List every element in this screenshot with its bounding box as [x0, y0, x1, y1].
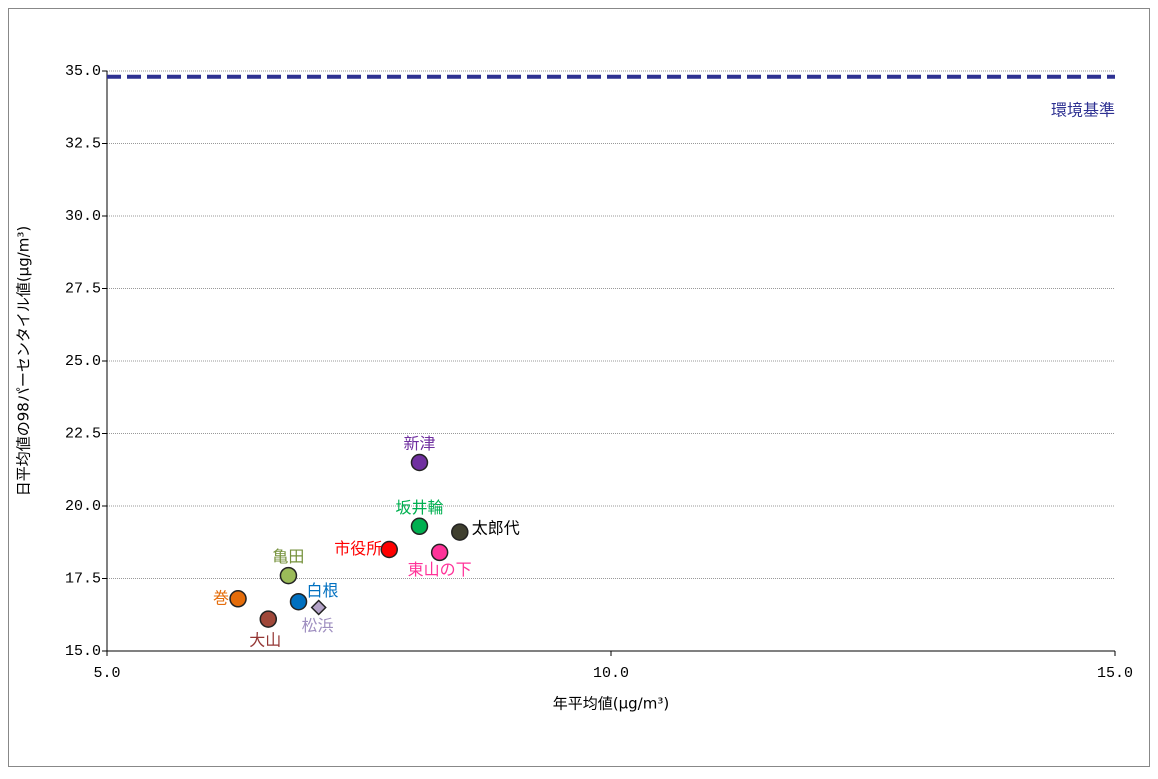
point-label: 白根: [307, 581, 339, 600]
x-tick-label: 15.0: [1097, 665, 1133, 682]
y-tick-label: 17.5: [65, 570, 101, 587]
point: [430, 543, 449, 562]
chart-frame: [8, 8, 1150, 767]
y-axis-label: 日平均値の98パーセンタイル値(μg/m³): [15, 226, 33, 497]
point: [310, 599, 327, 616]
point: [380, 540, 398, 559]
point: [279, 566, 298, 585]
point-label: 亀田: [272, 547, 304, 566]
point: [259, 610, 278, 628]
y-tick-label: 32.5: [65, 135, 101, 152]
point-label: 大山: [249, 631, 281, 650]
point: [410, 453, 429, 472]
y-tick-label: 27.5: [65, 280, 101, 297]
point-label: 市役所: [334, 539, 382, 558]
y-tick-label: 25.0: [65, 353, 101, 370]
y-tick-label: 35.0: [65, 63, 101, 80]
point: [451, 523, 469, 541]
y-tick-label: 22.5: [65, 425, 101, 442]
point: [229, 590, 247, 608]
y-tick-label: 20.0: [65, 498, 101, 515]
point-label: 坂井輪: [395, 498, 443, 517]
y-tick-label: 30.0: [65, 208, 101, 225]
point-label: 松浜: [302, 616, 334, 635]
point-label: 東山の下: [408, 560, 472, 579]
y-tick-label: 15.0: [65, 643, 101, 660]
x-axis-label: 年平均値(μg/m³): [553, 695, 669, 713]
point-label: 太郎代: [472, 519, 520, 538]
point: [410, 517, 429, 536]
x-tick-label: 5.0: [93, 665, 120, 682]
reference-label: 環境基準: [1051, 100, 1115, 119]
point: [289, 592, 308, 611]
x-tick-label: 10.0: [593, 665, 629, 682]
point-label: 巻: [213, 588, 229, 607]
point-label: 新津: [403, 434, 435, 453]
